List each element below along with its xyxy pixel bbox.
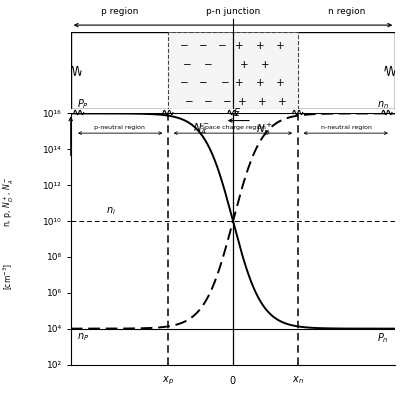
Text: +: + [240,60,248,70]
Text: −: − [204,60,213,70]
Text: +: + [235,41,244,51]
Text: +: + [278,97,287,107]
Text: +: + [235,78,244,88]
Text: −: − [185,97,194,107]
Text: p region: p region [101,7,138,16]
Text: −: − [183,60,191,70]
Text: $n_n$: $n_n$ [377,99,389,111]
Text: n region: n region [328,7,365,16]
Text: [cm$^{-3}$]: [cm$^{-3}$] [2,263,15,290]
Text: −: − [180,78,189,88]
Text: $n_i$: $n_i$ [106,206,116,217]
Text: $P_P$: $P_P$ [77,97,89,111]
Text: n-neutral region: n-neutral region [321,126,372,130]
Text: −: − [204,97,213,107]
Text: −: − [180,41,189,51]
Text: p-neutral region: p-neutral region [94,126,145,130]
Text: −: − [223,97,232,107]
Text: p-n junction: p-n junction [206,7,260,16]
Text: n, p, $N_D^+$, $N_A^-$: n, p, $N_D^+$, $N_A^-$ [2,176,16,227]
Text: +: + [276,41,285,51]
Text: $N_D^+$: $N_D^+$ [256,122,273,138]
Text: +: + [256,41,264,51]
Text: $x_n$: $x_n$ [292,374,304,386]
Text: −: − [220,78,229,88]
Text: +: + [261,60,270,70]
Text: +: + [258,97,267,107]
Text: +: + [276,78,285,88]
Text: $P_n$: $P_n$ [377,331,389,345]
Text: $0$: $0$ [229,374,237,386]
Text: $E$: $E$ [233,106,241,118]
Text: +: + [238,97,247,107]
Text: −: − [199,41,208,51]
Text: +: + [256,78,264,88]
Text: Space charge region: Space charge region [201,126,265,130]
Text: $n_P$: $n_P$ [77,331,89,343]
Bar [168,32,298,109]
Text: $x_p$: $x_p$ [162,374,174,387]
Text: −: − [199,78,208,88]
Text: $N_A^-$: $N_A^-$ [193,122,210,136]
Text: −: − [218,41,227,51]
